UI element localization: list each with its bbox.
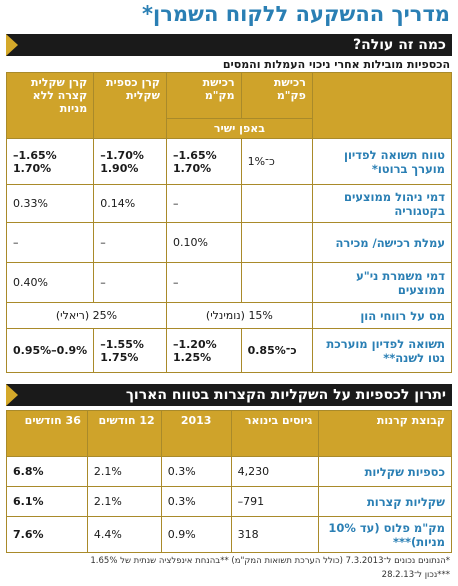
group-header-direct: באפן ישיר: [165, 118, 313, 139]
cell: 0.40%: [5, 262, 95, 303]
cell: 318: [230, 516, 320, 553]
row-label: שקליות קצרות: [318, 486, 452, 517]
cell: 15% (נומינלי): [165, 302, 313, 329]
row-label: מק"מ פלוס (עד 10% מניות)***: [318, 516, 452, 553]
cell: 0.9%–0.95%: [5, 328, 95, 373]
table-row: מס על רווחי הון 15% (נומינלי) 25% (ריאלי…: [6, 302, 453, 329]
footnote-2: ***נכון ל־28.2.13: [381, 570, 450, 580]
row-label: תשואה לפדיון מוערכת נטו לשנה**: [311, 328, 453, 373]
row-label: כספיות שקליות: [318, 456, 452, 487]
table-row: עמלת רכישה/ מכירה 0.10% – –: [5, 222, 453, 263]
col-header-raised: גיוסים בינואר: [230, 410, 320, 457]
cell: 6.8%: [6, 456, 88, 487]
col-header-12m: 12 חודשים: [86, 410, 162, 457]
cell: 2.1%: [86, 486, 162, 517]
cell: 1.70%– 1.90%: [93, 138, 167, 185]
section1-heading: כמה זה עולה?: [6, 34, 452, 56]
cell: –: [93, 222, 167, 263]
cell: 1.20%– 1.25%: [165, 328, 242, 373]
col-header-36m: 36 חודשים: [6, 410, 88, 457]
table-row: מק"מ פלוס (עד 10% מניות)*** 318 0.9% 4.4…: [6, 516, 452, 553]
footnote-1: *הנתונים נכונים ל־7.3.2013 (כולל הערכת ת…: [90, 556, 450, 566]
table-row: דמי ניהול ממוצעים בקטגוריה – 0.14% 0.33%: [5, 184, 453, 223]
cell: 1.65%– 1.70%: [5, 138, 95, 185]
col-header-pakam: רכישת פק"מ: [240, 72, 313, 119]
cell: 6.1%: [6, 486, 88, 517]
table-row: תשואה לפדיון מוערכת נטו לשנה** כ־0.85% 1…: [5, 328, 453, 373]
cell: –: [5, 222, 95, 263]
corner-header-bottom: [311, 118, 453, 139]
arrow-icon: [6, 34, 18, 56]
costs-table: רכישת פק"מ רכישת מק"מ קרן כספית שקלית קר…: [5, 72, 453, 373]
cell: 4.4%: [86, 516, 162, 553]
cell: 2.1%: [86, 456, 162, 487]
cell: [240, 262, 313, 303]
col-header-short-fund: קרן שקלית קצרה ללא מניות: [5, 72, 95, 139]
page-title: מדריך ההשקעה ללקוח השמרן*: [142, 2, 450, 26]
cell: 1.65%– 1.70%: [165, 138, 242, 185]
row-label: עמלת רכישה/ מכירה: [311, 222, 453, 263]
table-row: כספיות שקליות 4,230 0.3% 2.1% 6.8%: [6, 456, 452, 487]
cell: 0.9%: [160, 516, 232, 553]
row-label: טווח תשואה לפדיון מוערך ברוטו*: [311, 138, 453, 185]
table-row: דמי משמרת ני"ע ממוצעים – – 0.40%: [5, 262, 453, 303]
cell: כ־0.85%: [240, 328, 313, 373]
cell: 0.10%: [165, 222, 242, 263]
row-label: מס על רווחי הון: [311, 302, 453, 329]
row-label: דמי משמרת ני"ע ממוצעים: [311, 262, 453, 303]
section2-heading: יתרון לכספיות על השקליות הקצרות בטווח הא…: [6, 384, 452, 406]
section2-heading-text: יתרון לכספיות על השקליות הקצרות בטווח הא…: [125, 387, 446, 403]
cell: 0.14%: [93, 184, 167, 223]
cell: –: [165, 184, 242, 223]
table-row: טווח תשואה לפדיון מוערך ברוטו* כ־1% 1.65…: [5, 138, 453, 185]
cell: –: [165, 262, 242, 303]
section1-subtitle: הכספיות מובילות אחרי ניכוי העמלות והמסים: [222, 58, 450, 71]
section1-heading-text: כמה זה עולה?: [353, 37, 446, 53]
cell: –: [93, 262, 167, 303]
table-row: שקליות קצרות 791– 0.3% 2.1% 6.1%: [6, 486, 452, 517]
cell: [240, 222, 313, 263]
col-header-2013: 2013: [160, 410, 232, 457]
cell: [240, 184, 313, 223]
col-header-makam: רכישת מק"מ: [165, 72, 242, 119]
col-header-fund-group: קבוצת קרנות: [318, 410, 452, 457]
returns-table: קבוצת קרנות גיוסים בינואר 2013 12 חודשים…: [6, 410, 452, 553]
cell: 0.3%: [160, 456, 232, 487]
arrow-icon: [6, 384, 18, 406]
cell: 7.6%: [6, 516, 88, 553]
corner-header: [311, 72, 453, 119]
cell: כ־1%: [240, 138, 313, 185]
cell: 1.55%– 1.75%: [93, 328, 167, 373]
cell: 0.3%: [160, 486, 232, 517]
col-header-money-fund: קרן כספית שקלית: [93, 72, 167, 139]
row-label: דמי ניהול ממוצעים בקטגוריה: [311, 184, 453, 223]
cell: 0.33%: [5, 184, 95, 223]
cell: 25% (ריאלי): [6, 302, 167, 329]
cell: 791–: [230, 486, 320, 517]
cell: 4,230: [230, 456, 320, 487]
